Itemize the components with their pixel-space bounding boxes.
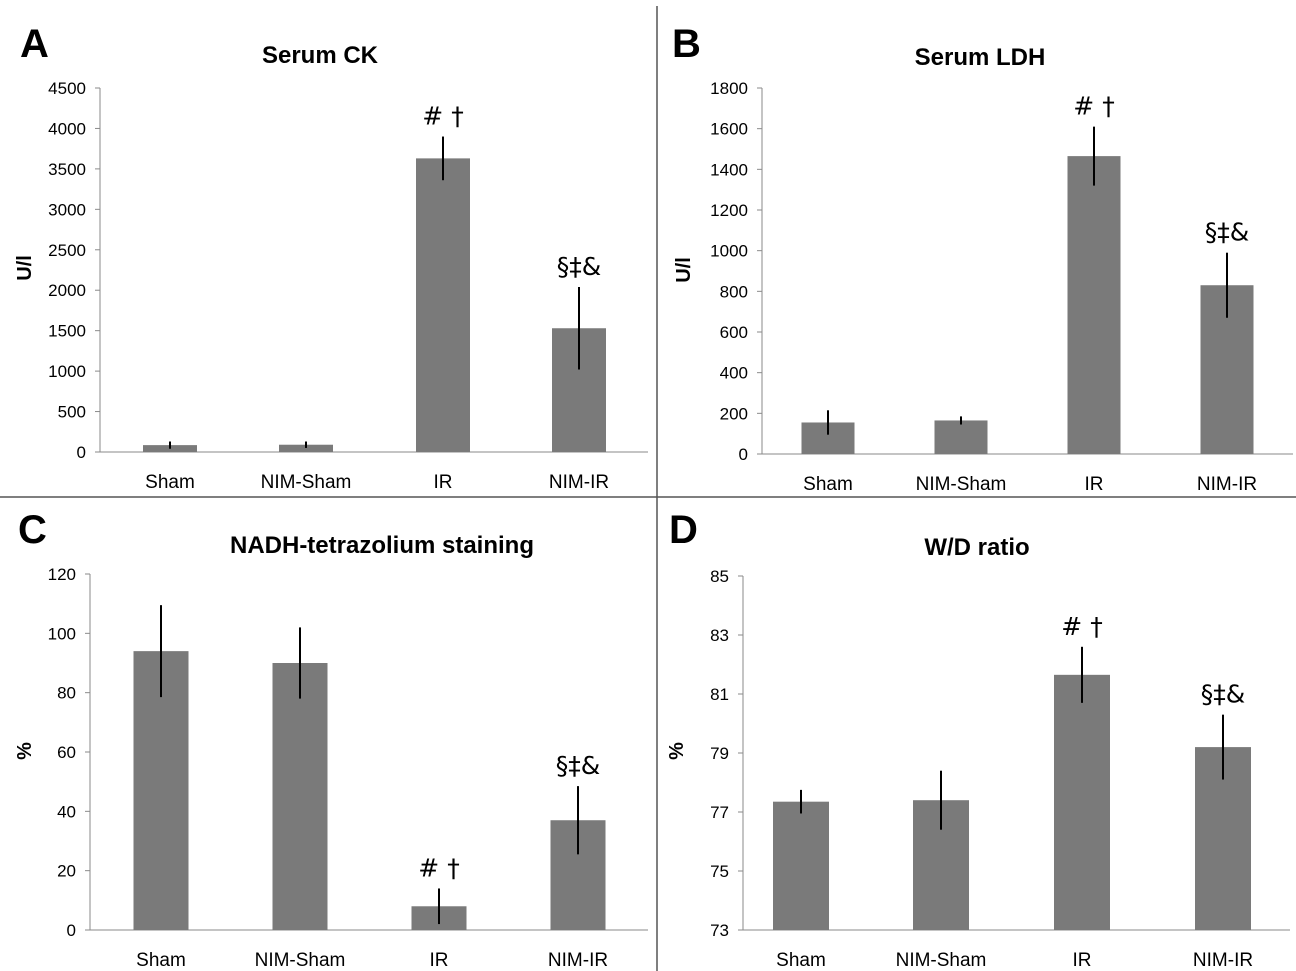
y-tick-label: 1600 xyxy=(710,120,748,139)
panel-d: D W/D ratio % 73 75 77 79 81 83 85 Sham NIM-Sham… xyxy=(666,508,1290,971)
y-tick-label: 500 xyxy=(58,403,86,422)
y-tick-label: 1400 xyxy=(710,160,748,179)
category-label: Sham xyxy=(776,950,826,971)
bar-a-ir xyxy=(416,158,470,452)
y-tick-label: 800 xyxy=(720,282,748,301)
category-label: NIM-IR xyxy=(1193,950,1253,971)
y-axis-label-a: U/l xyxy=(14,255,36,281)
y-tick-label: 40 xyxy=(57,802,76,821)
y-tick-label: 4000 xyxy=(48,119,86,138)
significance-annotation: §‡& xyxy=(1205,218,1250,247)
panel-c: C NADH-tetrazolium staining % 0 20 40 60 80 1… xyxy=(14,508,648,971)
category-label: IR xyxy=(430,950,449,971)
significance-annotation: §‡& xyxy=(557,252,602,281)
category-label: NIM-IR xyxy=(1197,474,1257,495)
y-tick-label: 77 xyxy=(710,803,729,822)
bar-a-nim-sham xyxy=(279,444,333,452)
y-tick-label: 75 xyxy=(710,862,729,881)
y-tick-label: 80 xyxy=(57,684,76,703)
y-tick-label: 0 xyxy=(77,443,86,462)
y-tick-label: 3000 xyxy=(48,200,86,219)
y-tick-label: 600 xyxy=(720,323,748,342)
panel-a: A Serum CK U/l 0 500 1000 1500 2000 2500 3000 3… xyxy=(14,22,648,493)
significance-annotation: §‡& xyxy=(1201,680,1246,709)
category-label: NIM-Sham xyxy=(261,472,352,493)
panel-letter-d: D xyxy=(669,508,698,552)
category-label: NIM-IR xyxy=(548,950,608,971)
bar-d-sham xyxy=(773,801,829,930)
bar-c-nim-sham xyxy=(272,663,328,930)
y-tick-label: 200 xyxy=(720,404,748,423)
category-label: Sham xyxy=(145,472,195,493)
category-label: NIM-IR xyxy=(549,472,609,493)
bar-b-ir xyxy=(1067,156,1121,454)
y-tick-label: 3500 xyxy=(48,160,86,179)
y-tick-label: 2000 xyxy=(48,281,86,300)
bar-c-sham xyxy=(133,651,189,930)
y-tick-label: 20 xyxy=(57,862,76,881)
y-tick-label: 400 xyxy=(720,364,748,383)
y-axis-label-d: % xyxy=(666,742,688,760)
panel-b: B Serum LDH U/l 0 200 400 600 800 1000 1200 140… xyxy=(672,22,1293,495)
category-label: NIM-Sham xyxy=(255,950,346,971)
y-tick-label: 1200 xyxy=(710,201,748,220)
panel-letter-a: A xyxy=(20,22,49,66)
y-tick-label: 81 xyxy=(710,685,729,704)
category-label: NIM-Sham xyxy=(896,950,987,971)
category-label: Sham xyxy=(803,474,853,495)
bar-b-nim-sham xyxy=(934,420,988,454)
y-tick-label: 2500 xyxy=(48,241,86,260)
significance-annotation: # † xyxy=(418,853,459,882)
y-tick-label: 85 xyxy=(710,567,729,586)
y-axis-label-c: % xyxy=(14,742,36,760)
category-label: IR xyxy=(434,472,453,493)
y-tick-label: 1500 xyxy=(48,322,86,341)
y-tick-label: 4500 xyxy=(48,79,86,98)
category-label: NIM-Sham xyxy=(916,474,1007,495)
panel-letter-c: C xyxy=(18,508,47,552)
category-label: IR xyxy=(1073,950,1092,971)
significance-annotation: # † xyxy=(1061,612,1102,641)
significance-annotation: # † xyxy=(1073,92,1114,121)
y-tick-label: 1000 xyxy=(710,242,748,261)
chart-title-serum-ck: Serum CK xyxy=(262,42,379,69)
y-tick-label: 0 xyxy=(67,921,76,940)
chart-title-nadh-tetrazolium: NADH-tetrazolium staining xyxy=(230,532,534,559)
y-tick-label: 0 xyxy=(739,445,748,464)
y-tick-label: 73 xyxy=(710,921,729,940)
category-label: Sham xyxy=(136,950,186,971)
chart-title-wd-ratio: W/D ratio xyxy=(924,534,1029,561)
y-tick-label: 79 xyxy=(710,744,729,763)
y-tick-label: 1000 xyxy=(48,362,86,381)
panel-letter-b: B xyxy=(672,22,701,66)
y-tick-label: 100 xyxy=(48,624,76,643)
y-tick-label: 120 xyxy=(48,565,76,584)
y-axis-label-b: U/l xyxy=(673,257,695,283)
chart-title-serum-ldh: Serum LDH xyxy=(915,44,1046,71)
y-tick-label: 60 xyxy=(57,743,76,762)
y-tick-label: 1800 xyxy=(710,79,748,98)
significance-annotation: # † xyxy=(422,102,463,131)
significance-annotation: §‡& xyxy=(556,751,601,780)
y-tick-label: 83 xyxy=(710,626,729,645)
bar-d-ir xyxy=(1054,674,1110,930)
category-label: IR xyxy=(1085,474,1104,495)
